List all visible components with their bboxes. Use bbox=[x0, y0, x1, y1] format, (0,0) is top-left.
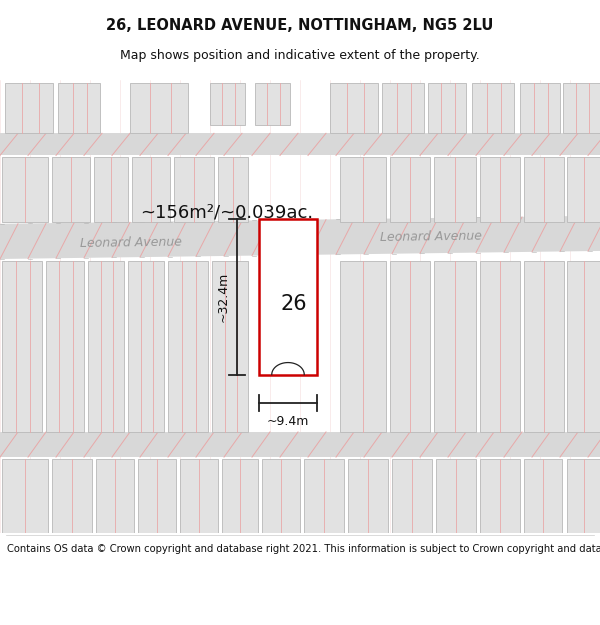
Text: 26: 26 bbox=[280, 294, 307, 314]
Text: ~9.4m: ~9.4m bbox=[267, 415, 309, 428]
Bar bbox=[255, 83, 290, 125]
Bar bbox=[52, 158, 90, 222]
Bar bbox=[390, 158, 430, 222]
Bar bbox=[382, 83, 424, 133]
Bar bbox=[168, 261, 208, 432]
Bar bbox=[524, 158, 564, 222]
Bar bbox=[520, 83, 560, 133]
Text: Leonard Avenue: Leonard Avenue bbox=[380, 229, 482, 244]
Bar bbox=[392, 459, 432, 532]
Bar bbox=[52, 459, 92, 532]
Bar bbox=[180, 459, 218, 532]
Bar bbox=[2, 261, 42, 432]
Bar bbox=[567, 158, 600, 222]
Bar bbox=[174, 158, 214, 222]
Bar bbox=[348, 459, 388, 532]
Bar bbox=[330, 83, 378, 133]
Bar bbox=[96, 459, 134, 532]
Bar bbox=[390, 261, 430, 432]
Bar bbox=[480, 459, 520, 532]
Bar bbox=[563, 83, 600, 133]
Bar bbox=[434, 158, 476, 222]
Bar bbox=[218, 158, 248, 222]
Bar bbox=[212, 261, 248, 432]
Text: Contains OS data © Crown copyright and database right 2021. This information is : Contains OS data © Crown copyright and d… bbox=[7, 544, 600, 554]
Bar bbox=[436, 459, 476, 532]
Text: 26, LEONARD AVENUE, NOTTINGHAM, NG5 2LU: 26, LEONARD AVENUE, NOTTINGHAM, NG5 2LU bbox=[106, 18, 494, 32]
Bar bbox=[340, 158, 386, 222]
Bar bbox=[340, 261, 386, 432]
Bar bbox=[434, 261, 476, 432]
Bar bbox=[480, 158, 520, 222]
Bar bbox=[88, 261, 124, 432]
Bar bbox=[428, 83, 466, 133]
Bar bbox=[210, 83, 245, 125]
Polygon shape bbox=[0, 216, 600, 259]
Bar bbox=[5, 83, 53, 133]
Bar bbox=[567, 261, 600, 432]
Bar bbox=[132, 158, 170, 222]
Bar bbox=[2, 459, 48, 532]
Bar bbox=[58, 83, 100, 133]
Bar bbox=[259, 219, 317, 374]
Bar bbox=[128, 261, 164, 432]
Bar bbox=[46, 261, 84, 432]
Bar bbox=[524, 459, 562, 532]
Bar bbox=[0, 133, 600, 156]
Bar bbox=[480, 261, 520, 432]
Text: Map shows position and indicative extent of the property.: Map shows position and indicative extent… bbox=[120, 49, 480, 62]
Bar bbox=[2, 158, 48, 222]
Bar bbox=[524, 261, 564, 432]
Bar bbox=[130, 83, 188, 133]
Bar bbox=[567, 459, 600, 532]
Bar bbox=[94, 158, 128, 222]
Bar bbox=[304, 459, 344, 532]
Bar bbox=[138, 459, 176, 532]
Text: ~156m²/~0.039ac.: ~156m²/~0.039ac. bbox=[140, 204, 313, 222]
Bar bbox=[262, 459, 300, 532]
Bar bbox=[222, 459, 258, 532]
Text: Leonard Avenue: Leonard Avenue bbox=[80, 236, 182, 251]
Bar bbox=[0, 432, 600, 457]
Bar bbox=[472, 83, 514, 133]
Text: ~32.4m: ~32.4m bbox=[217, 272, 229, 322]
